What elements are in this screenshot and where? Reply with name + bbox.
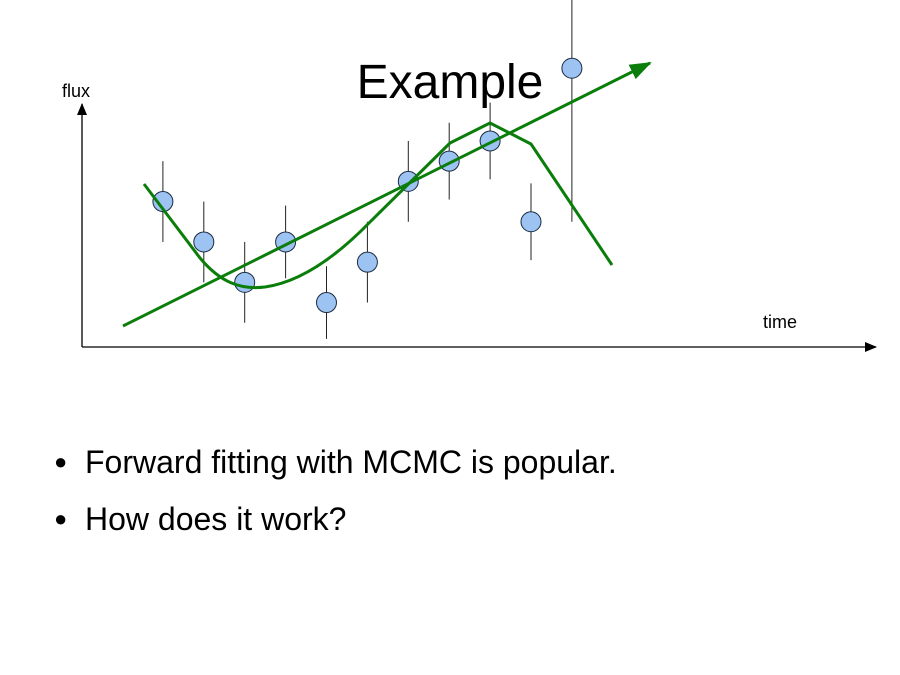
bullet-item: ● How does it work?: [54, 495, 617, 552]
bullet-icon: ●: [54, 506, 68, 531]
linear-fit-line: [122, 61, 652, 328]
x-axis-label: time: [763, 312, 798, 332]
bullet-text: Forward fitting with MCMC is popular.: [85, 444, 617, 480]
data-point-10: [520, 211, 542, 233]
data-points: [152, 0, 583, 339]
bullet-item: ● Forward fitting with MCMC is popular.: [54, 438, 617, 495]
bullet-text: How does it work?: [85, 501, 347, 537]
bullet-list: ● Forward fitting with MCMC is popular. ●…: [54, 438, 617, 552]
fit-diagram: [77, 0, 877, 352]
data-point-6: [356, 251, 378, 273]
data-point-1: [152, 191, 174, 213]
bullet-icon: ●: [54, 449, 68, 474]
model-fit-curve: [142, 121, 614, 290]
data-point-11: [561, 57, 583, 79]
slide-title: Example: [356, 56, 544, 109]
data-point-2: [193, 231, 215, 253]
data-point-5: [316, 292, 337, 314]
y-axis-label: flux: [62, 81, 91, 101]
data-point-3: [234, 271, 256, 293]
